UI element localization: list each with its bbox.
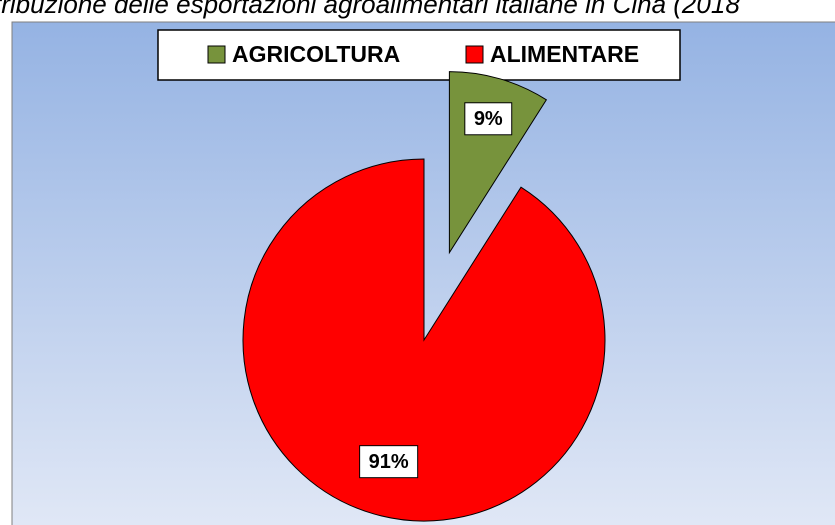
data-label-box bbox=[359, 445, 419, 479]
chart-title: tribuzione delle esportazioni agroalimen… bbox=[0, 0, 740, 19]
legend-box bbox=[157, 29, 681, 81]
legend-swatch bbox=[465, 45, 484, 64]
data-label: 9% bbox=[474, 108, 503, 130]
legend-label: ALIMENTARE bbox=[490, 41, 639, 67]
legend-label: AGRICOLTURA bbox=[232, 41, 400, 67]
legend: AGRICOLTURA ALIMENTARE bbox=[207, 41, 639, 67]
data-label-box bbox=[464, 102, 513, 136]
data-label: 91% bbox=[369, 451, 409, 473]
pie-slice bbox=[242, 158, 606, 522]
legend-swatch bbox=[207, 45, 226, 64]
pie: 9% 91% bbox=[242, 71, 606, 522]
